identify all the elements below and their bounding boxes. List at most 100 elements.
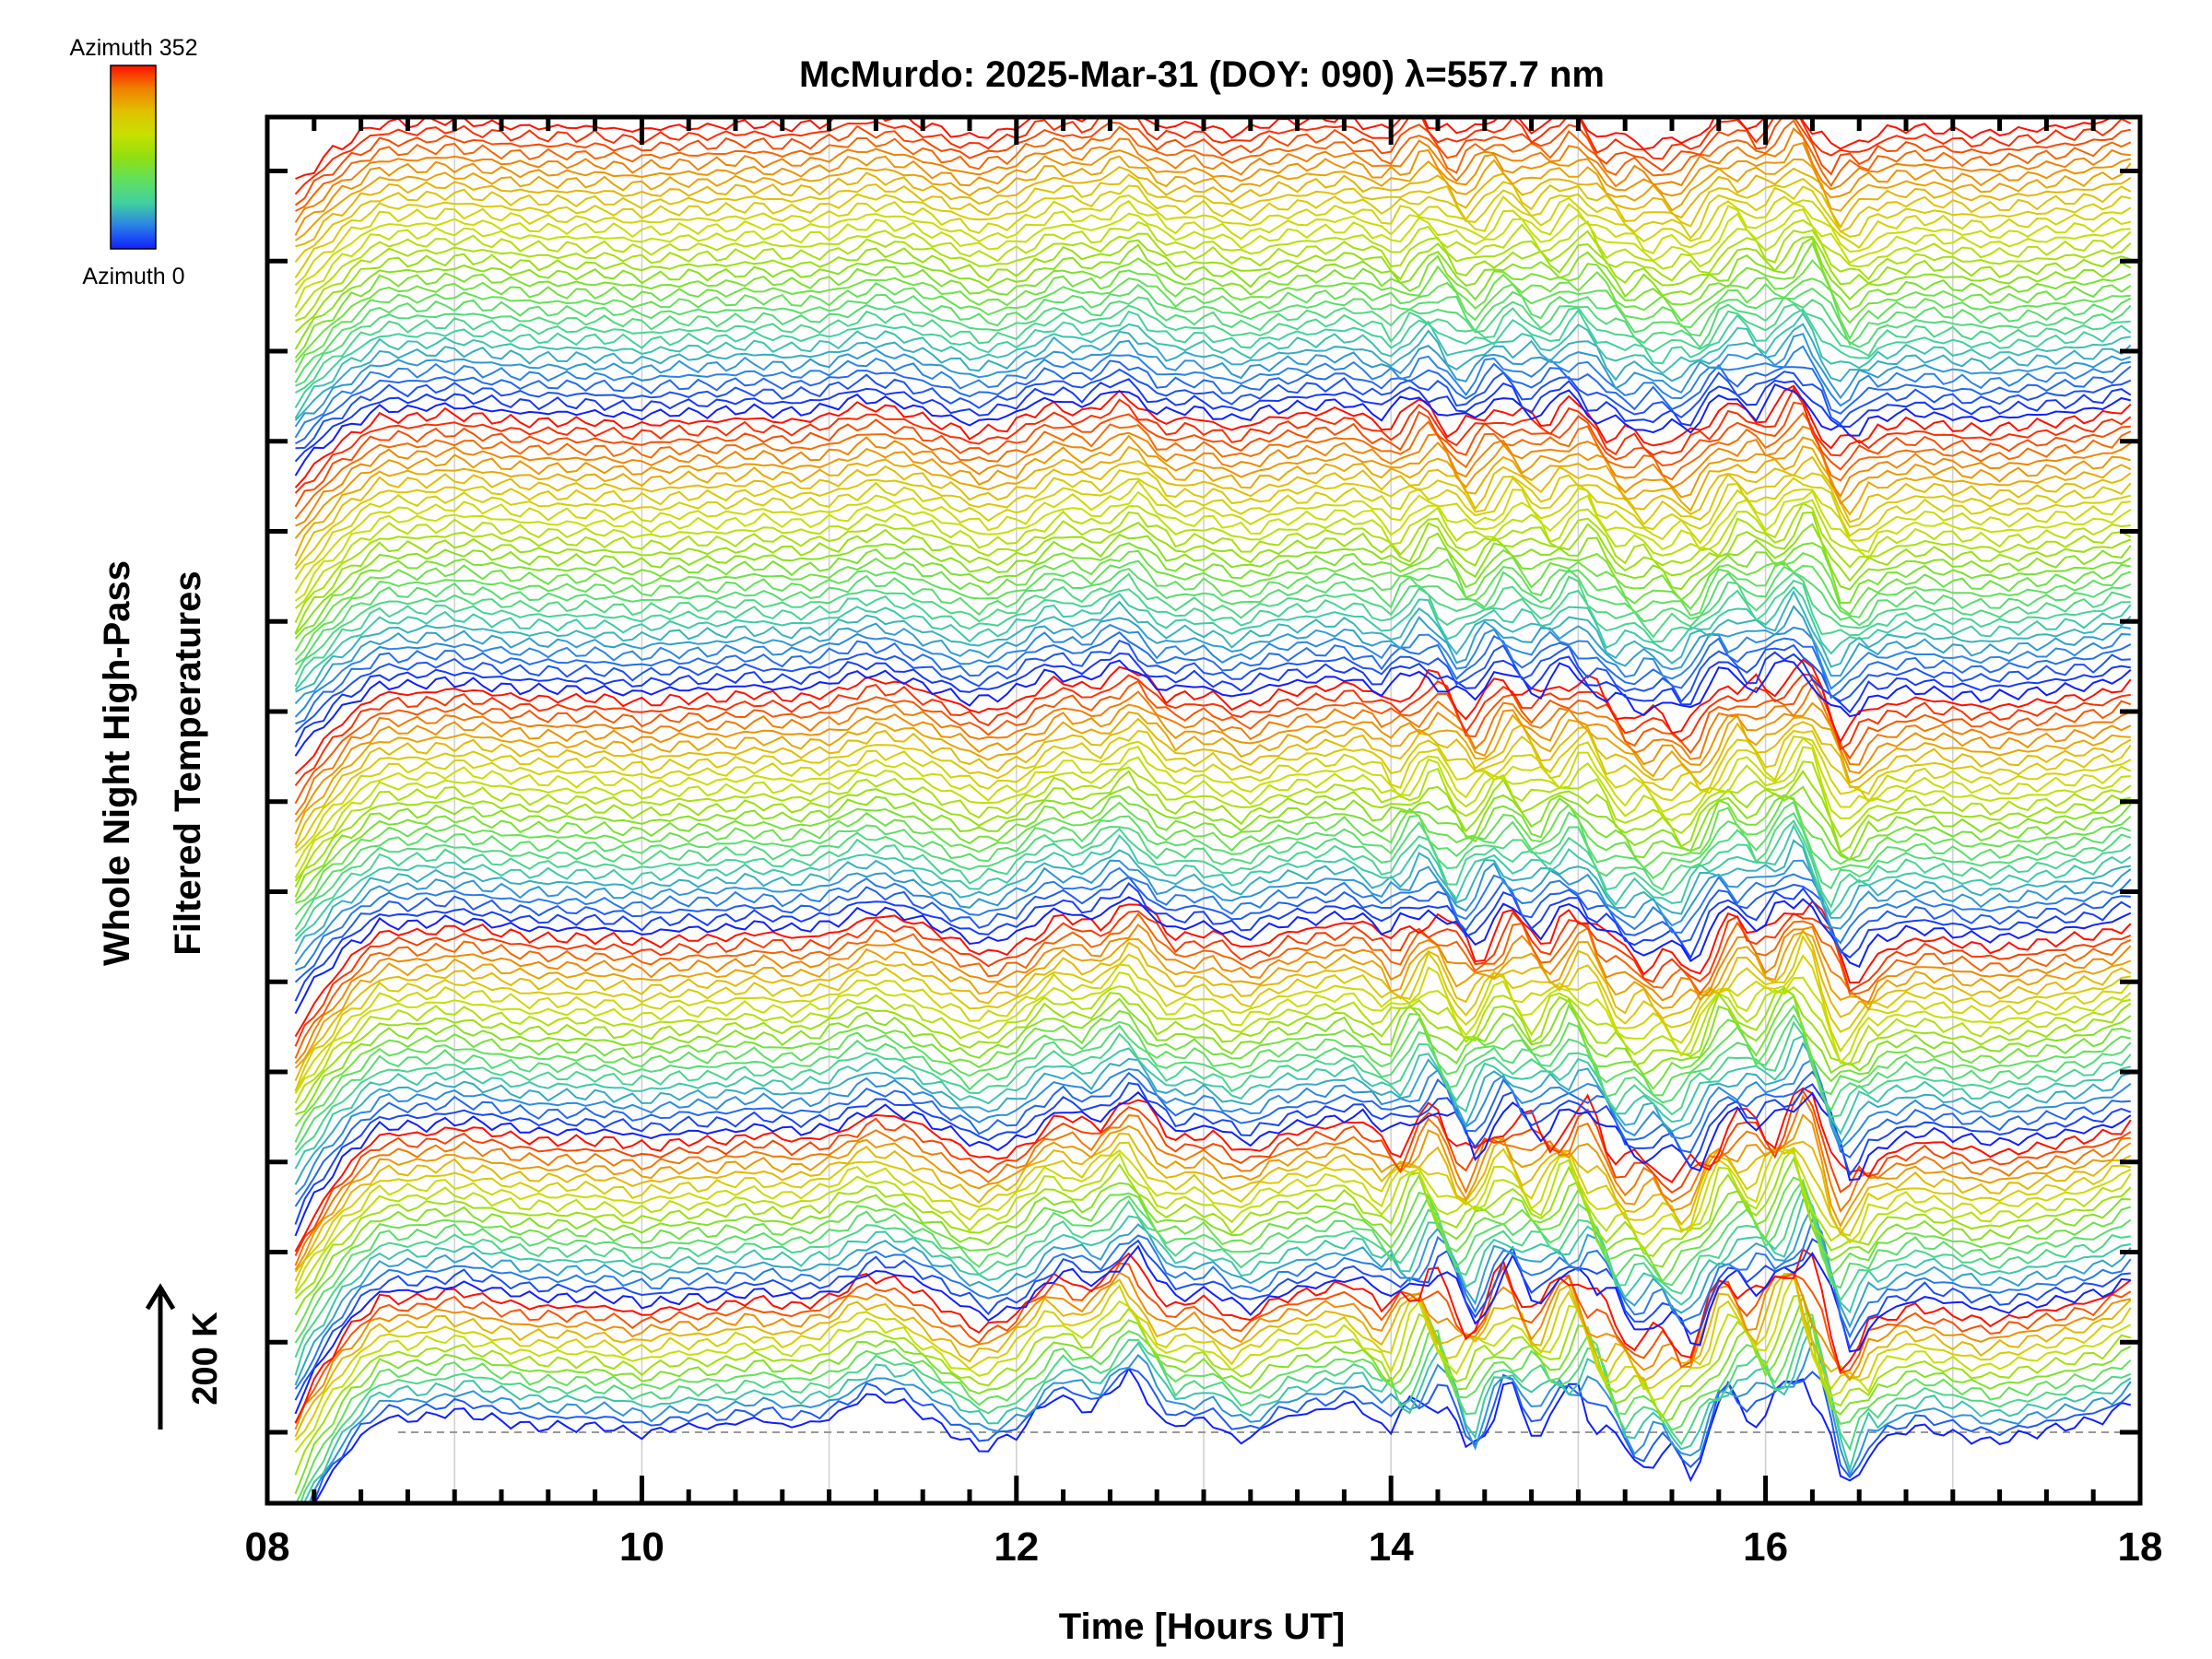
series-line [294,1184,2131,1359]
series-line [294,411,2132,520]
series-line [294,785,2132,898]
series-line [294,378,2132,463]
series-line [294,194,2132,287]
series-line [294,241,2132,359]
series-line [295,229,2132,322]
series-line [294,896,2132,1015]
series-line [295,119,2132,212]
series-line [294,912,2132,1059]
series-line [294,1248,2132,1424]
x-axis-label: Time [Hours UT] [1059,1606,1345,1647]
series-line [295,368,2132,450]
series-line [294,542,2132,640]
series-line [294,1148,2132,1294]
series-line [294,994,2132,1127]
series-line [294,308,2132,409]
series-line [294,728,2132,849]
series-line [294,384,2132,488]
series-line [294,1087,2132,1253]
series-line [294,1156,2131,1316]
series-line [294,218,2132,317]
series-line [294,1204,2132,1386]
series-line [294,924,2132,1065]
series-line [294,479,2131,594]
series-line [294,818,2132,937]
series-line [294,401,2131,508]
series-line [294,477,2132,581]
series-line [314,1366,2132,1501]
series-line [294,811,2132,931]
series-line [294,1141,2131,1282]
series-line [294,651,2131,747]
series-line [294,283,2132,383]
series-line [294,900,2132,1038]
series-line [294,1132,2132,1273]
series-line [294,511,2132,634]
colorbar-label-bottom: Azimuth 0 [82,264,184,289]
series-line [294,455,2132,567]
series-line [294,717,2132,846]
series-line [294,605,2131,705]
series-line [294,208,2131,309]
series-line [294,800,2132,916]
series-line [294,760,2132,882]
series-line [294,770,2132,888]
series-line [294,985,2132,1104]
colorbar [110,65,157,250]
series-line [294,683,2132,816]
series-line [294,585,2132,691]
series-line [294,523,2132,635]
series-line [294,659,2132,757]
series-line [294,1176,2132,1333]
series-line [294,986,2132,1112]
series-line [294,934,2131,1092]
series-line [294,199,2132,295]
series-line [294,119,2132,195]
series-line [294,735,2132,854]
series-line [294,142,2132,236]
series-line [294,823,2132,942]
series-line [295,296,2132,387]
series-line [295,119,2112,180]
scale-bar-label: 200 K [186,1312,225,1406]
series-line [294,184,2131,278]
series-line [294,501,2132,624]
series-line [294,489,2132,602]
series-line [294,1244,2131,1415]
series-line [294,382,2132,477]
series-line [294,565,2132,665]
series-line [294,323,2132,421]
series-line [294,931,2132,1069]
series-line [294,571,2132,676]
x-tick-label: 14 [1369,1524,1414,1570]
series-line [294,345,2131,439]
y-axis-label-line2: Filtered Temperatures [168,571,208,955]
series-group [294,119,2132,1501]
series-line [295,589,2132,693]
series-line [294,701,2132,823]
series-line [294,677,2132,805]
x-tick-labels: 08 10 12 14 16 18 [245,1524,2163,1570]
series-line [294,954,2132,1092]
series-line [294,859,2132,966]
series-line [294,839,2131,955]
colorbar-label-top: Azimuth 352 [70,35,198,61]
x-tick-label: 10 [619,1524,665,1570]
series-line [294,927,2132,1082]
series-line [295,630,2132,725]
series-line [294,236,2132,350]
series-line [294,549,2131,653]
series-line [294,1004,2131,1143]
series-line [295,987,2132,1115]
x-tick-label: 18 [2118,1524,2163,1570]
series-line [294,333,2132,428]
series-line [294,499,2131,609]
series-line [294,277,2131,373]
x-tick-label: 12 [994,1524,1039,1570]
series-line [300,1316,2132,1501]
series-line [294,386,2132,494]
scale-arrow-icon [145,1283,176,1430]
series-line [312,1367,2132,1501]
series-line [294,155,2132,241]
series-line [294,1147,2132,1300]
